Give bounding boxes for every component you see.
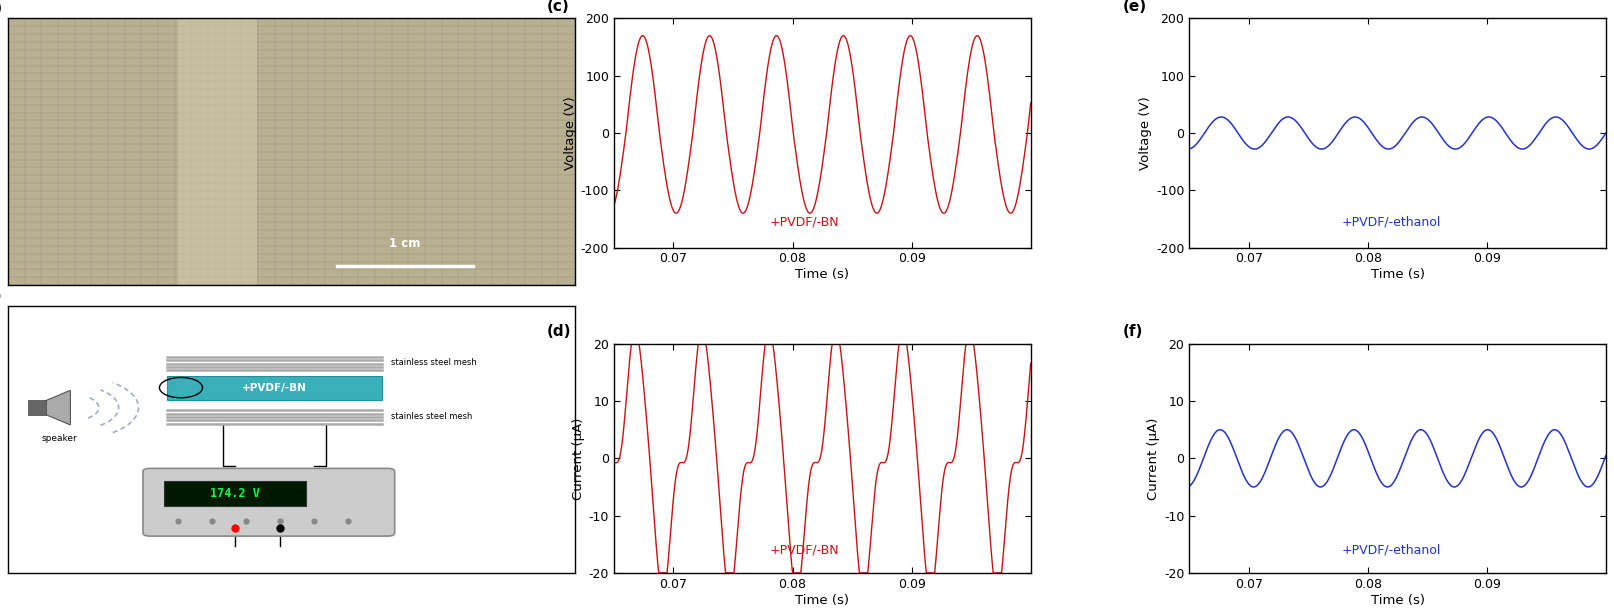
Text: 1 cm: 1 cm — [389, 237, 421, 250]
Y-axis label: Voltage (V): Voltage (V) — [1139, 96, 1152, 170]
Text: +PVDF/-BN: +PVDF/-BN — [770, 216, 839, 229]
Text: +PVDF/-BN: +PVDF/-BN — [242, 383, 307, 392]
Text: speaker: speaker — [42, 434, 77, 444]
X-axis label: Time (s): Time (s) — [1370, 594, 1425, 607]
Bar — [178, 18, 258, 285]
Y-axis label: Current (μA): Current (μA) — [571, 417, 584, 500]
Text: (c): (c) — [547, 0, 570, 14]
Text: +PVDF/-ethanol: +PVDF/-ethanol — [1341, 216, 1441, 229]
Polygon shape — [45, 391, 71, 425]
Bar — [166, 376, 383, 400]
Bar — [27, 400, 47, 415]
Text: +PVDF/-ethanol: +PVDF/-ethanol — [1341, 543, 1441, 556]
X-axis label: Time (s): Time (s) — [796, 594, 849, 607]
Bar — [165, 481, 305, 506]
FancyBboxPatch shape — [144, 468, 395, 536]
Text: +PVDF/-BN: +PVDF/-BN — [770, 543, 839, 556]
Text: 174.2 V: 174.2 V — [210, 487, 260, 500]
Text: (e): (e) — [1122, 0, 1146, 14]
Y-axis label: Voltage (V): Voltage (V) — [563, 96, 576, 170]
Text: (d): (d) — [547, 324, 571, 339]
Text: (b): (b) — [0, 289, 2, 304]
Y-axis label: Current (μA): Current (μA) — [1146, 417, 1160, 500]
X-axis label: Time (s): Time (s) — [1370, 268, 1425, 282]
Text: stainles steel mesh: stainles steel mesh — [391, 413, 471, 421]
X-axis label: Time (s): Time (s) — [796, 268, 849, 282]
Text: stainless steel mesh: stainless steel mesh — [391, 358, 476, 367]
Text: (f): (f) — [1122, 324, 1143, 339]
Text: (a): (a) — [0, 1, 2, 16]
